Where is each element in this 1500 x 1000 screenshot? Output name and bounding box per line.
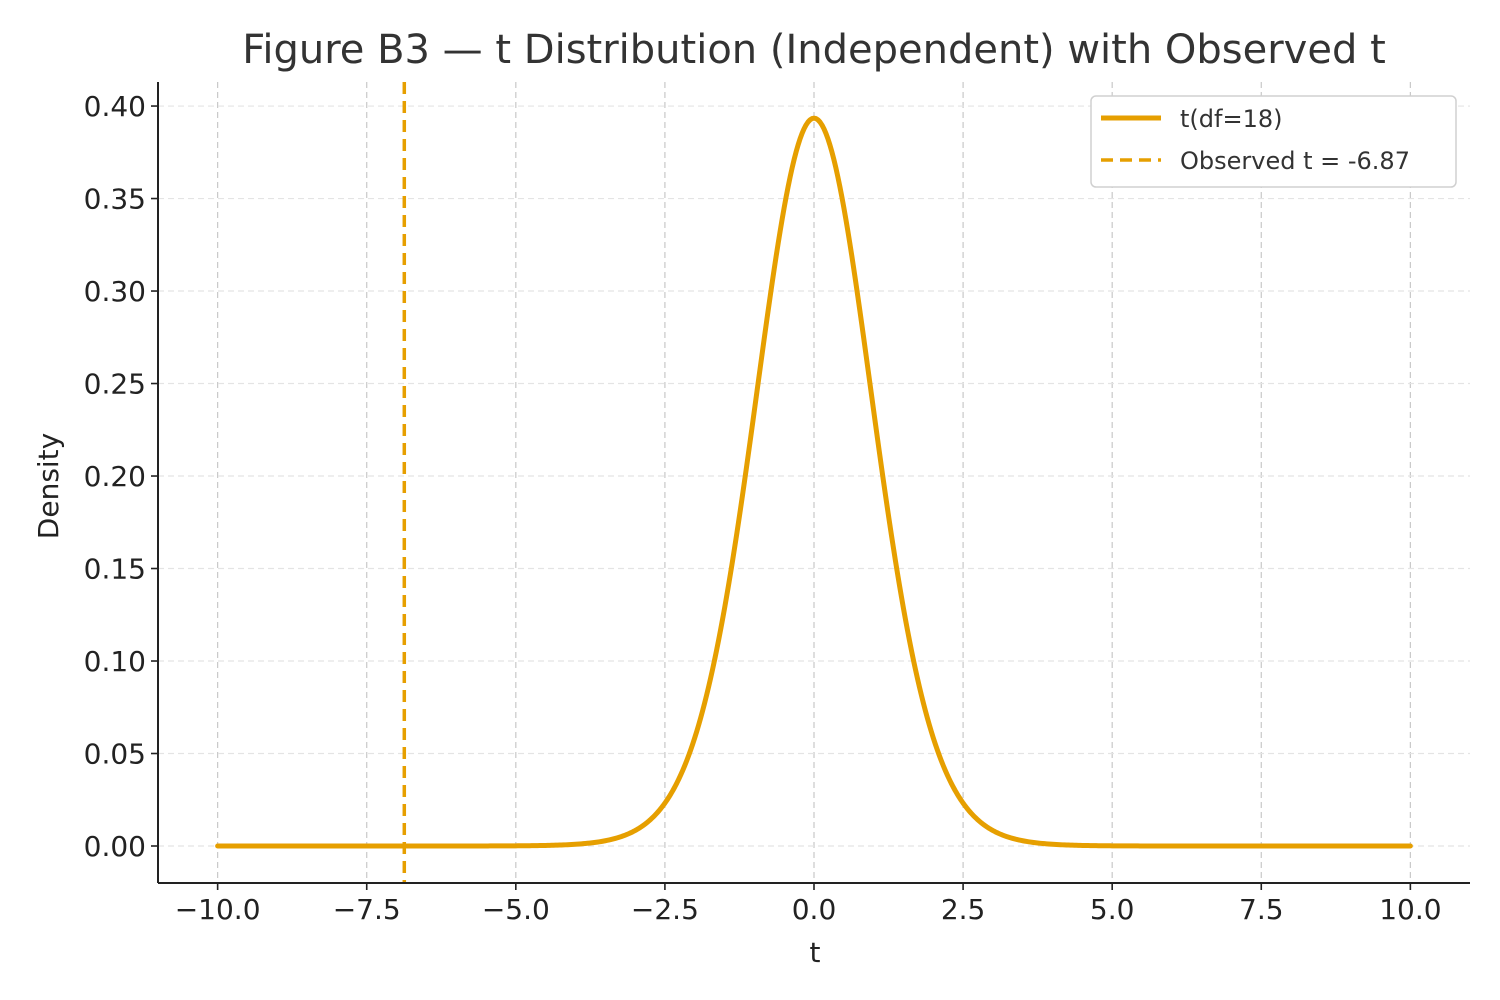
y-tick-label: 0.10 [84,645,146,678]
ticks: −10.0 −7.5 −5.0 −2.5 0.0 2.5 5.0 7.5 10.0 0.00 0.0… [84,90,1442,926]
y-tick-label: 0.40 [84,90,146,123]
legend: t(df=18) Observed t = -6.87 [1090,95,1457,188]
y-tick-label: 0.20 [84,460,146,493]
y-axis-label: Density [32,433,65,539]
y-tick-label: 0.30 [84,275,146,308]
y-tick-label: 0.25 [84,368,146,401]
x-tick-label: 7.5 [1239,893,1284,926]
legend-box [1090,95,1457,188]
x-tick-label: 5.0 [1090,893,1135,926]
series-layer [215,82,1413,883]
x-tick-label: −5.0 [482,893,550,926]
y-tick-label: 0.35 [84,183,146,216]
x-tick-label: −7.5 [333,893,401,926]
x-tick-label: 10.0 [1379,893,1441,926]
chart-title: Figure B3 — t Distribution (Independent)… [242,27,1386,73]
x-axis-label: t [810,936,821,969]
grid [158,82,1470,883]
y-tick-label: 0.05 [84,738,146,771]
y-tick-label: 0.15 [84,553,146,586]
x-tick-label: −10.0 [175,893,261,926]
y-tick-label: 0.00 [84,830,146,863]
x-tick-label: 0.0 [792,893,837,926]
legend-label-pdf: t(df=18) [1180,105,1282,133]
x-tick-label: −2.5 [631,893,699,926]
x-tick-label: 2.5 [941,893,986,926]
legend-label-observed: Observed t = -6.87 [1180,147,1410,175]
t-pdf-curve [215,115,1413,849]
